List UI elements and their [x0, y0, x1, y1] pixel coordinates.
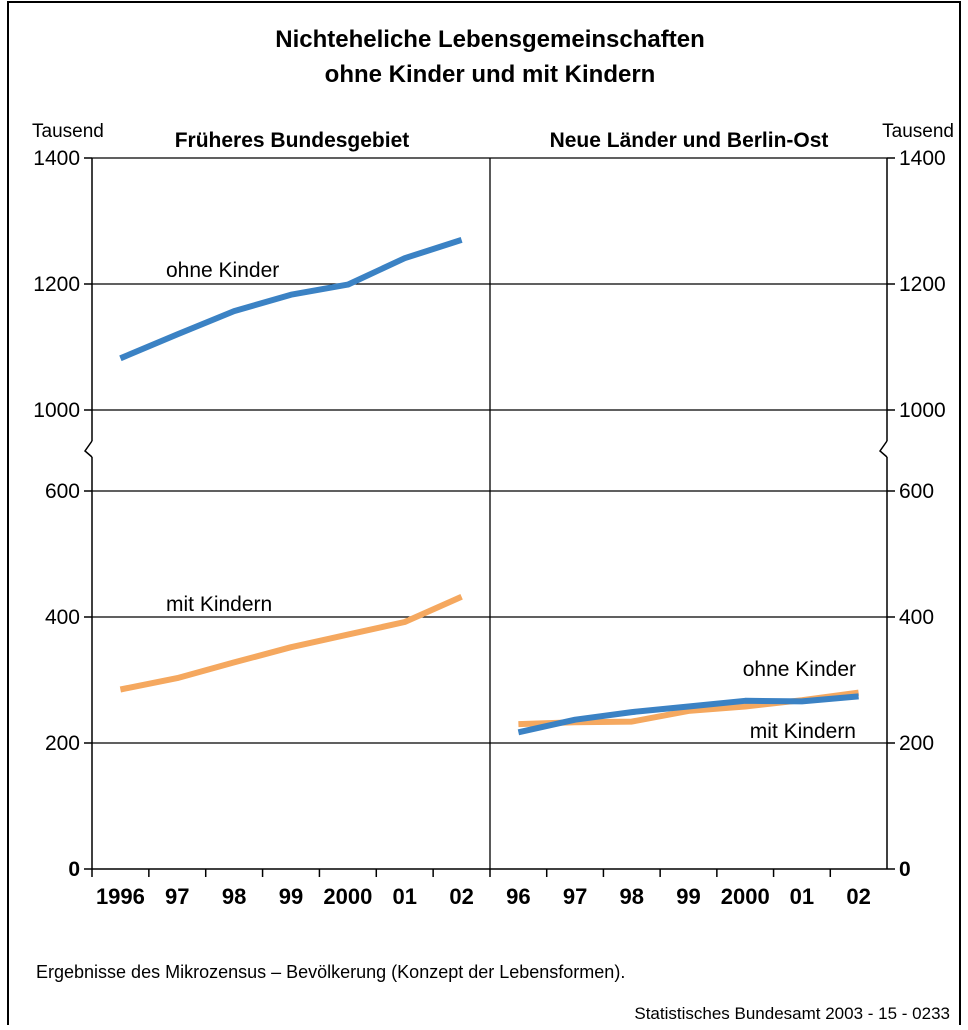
y-tick-label-left-200: 200: [45, 732, 80, 755]
y-tick-label-left-0: 0: [68, 858, 80, 881]
series-line-right-ohne-kinder: [517, 693, 859, 736]
y-tick-label-left-1000: 1000: [33, 399, 80, 422]
x-tick-label-left-01: 01: [392, 884, 416, 909]
panel-title-right: Neue Länder und Berlin-Ost: [550, 129, 829, 152]
y-tick-label-right-0: 0: [899, 858, 911, 881]
x-tick-label-left-1996: 1996: [96, 884, 145, 909]
y-axis-left-break: [83, 440, 93, 458]
y-tick-label-left-1200: 1200: [33, 273, 80, 296]
y-tick-label-right-400: 400: [899, 606, 934, 629]
annotation-left-ohne-kinder: ohne Kinder: [166, 259, 279, 282]
annotation-right-mit-kindern: mit Kindern: [750, 720, 856, 743]
y-tick-label-left-400: 400: [45, 606, 80, 629]
unit-label-right: Tausend: [882, 121, 954, 142]
y-tick-label-left-1400: 1400: [33, 147, 80, 170]
figure-border: [7, 1, 961, 1030]
tick-labels: 0 0 200 200 400 400 600 600 1000 1000 1200 1200 1400…: [33, 147, 945, 909]
x-tick-label-right-01: 01: [790, 884, 814, 909]
x-tick-label-left-02: 02: [449, 884, 473, 909]
annotation-left-mit-kindern: mit Kindern: [166, 593, 272, 616]
chart-title-line1: Nichteheliche Lebensgemeinschaften: [275, 26, 704, 53]
y-tick-label-right-1200: 1200: [899, 273, 946, 296]
unit-label-left: Tausend: [32, 121, 104, 142]
y-tick-label-right-1000: 1000: [899, 399, 946, 422]
x-tick-label-left-2000: 2000: [323, 884, 372, 909]
annotation-right-ohne-kinder: ohne Kinder: [743, 658, 856, 681]
x-tick-label-left-97: 97: [165, 884, 189, 909]
y-tick-label-right-1400: 1400: [899, 147, 946, 170]
x-tick-label-left-99: 99: [279, 884, 303, 909]
y-tick-label-right-600: 600: [899, 480, 934, 503]
y-axis-right-break: [878, 440, 888, 458]
series-line-left-mit-kindern: [119, 594, 463, 693]
series-lines: [119, 237, 859, 736]
footnote: Ergebnisse des Mikrozensus – Bevölkerung…: [36, 962, 625, 982]
x-tick-label-right-97: 97: [563, 884, 587, 909]
x-tick-label-right-99: 99: [676, 884, 700, 909]
x-tick-label-left-98: 98: [222, 884, 246, 909]
y-tick-label-right-200: 200: [899, 732, 934, 755]
y-tick-label-left-600: 600: [45, 480, 80, 503]
series-line-left-ohne-kinder: [119, 237, 463, 362]
panel-title-left: Früheres Bundesgebiet: [175, 129, 410, 152]
source-credit: Statistisches Bundesamt 2003 - 15 - 0233: [634, 1004, 950, 1023]
chart-title-line2: ohne Kinder und mit Kindern: [325, 61, 656, 88]
x-tick-label-right-96: 96: [506, 884, 530, 909]
x-tick-label-right-02: 02: [846, 884, 870, 909]
x-tick-label-right-2000: 2000: [721, 884, 770, 909]
axes: [83, 157, 895, 877]
x-tick-label-right-98: 98: [620, 884, 644, 909]
